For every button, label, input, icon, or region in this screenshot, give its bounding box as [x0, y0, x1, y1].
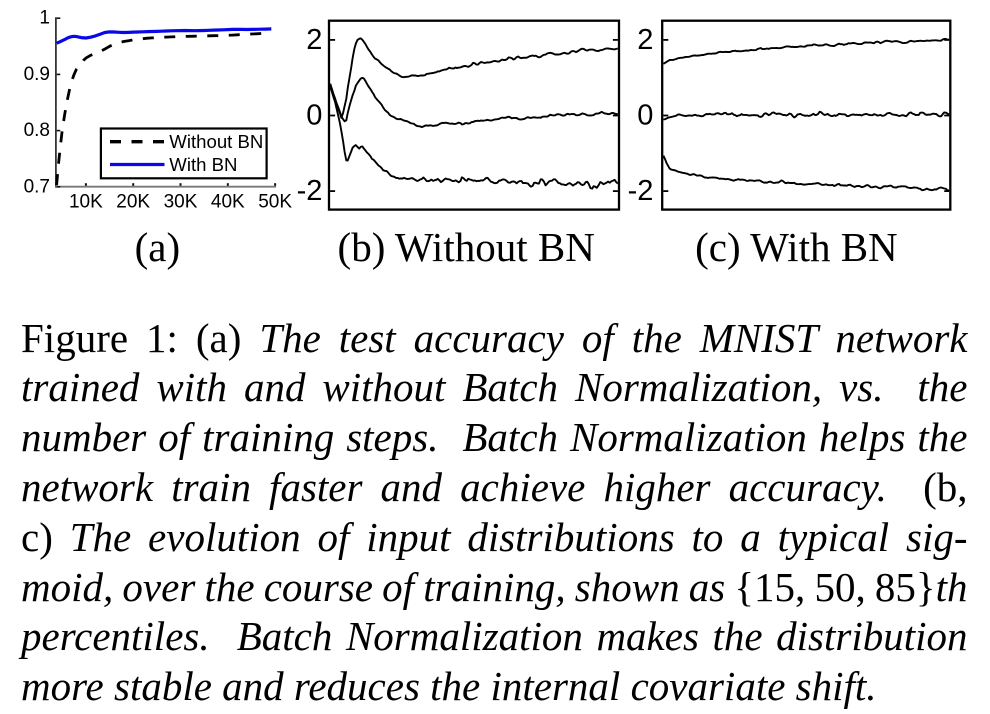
plot-box	[661, 19, 952, 211]
caption-segment-italic: network train faster and achieve higher …	[21, 464, 887, 511]
caption-segment-roman: {15, 50, 85}	[734, 563, 936, 610]
caption-segment-italic: The evolution of input distributions to …	[69, 513, 968, 560]
caption-segment-italic: trained with and without Batch Normaliza…	[21, 364, 968, 411]
caption-line-7: percentiles. Batch Normalization makes t…	[21, 612, 968, 662]
x-tick-label: 20K	[116, 191, 150, 212]
caption-line-1: Figure 1: (a) The test accuracy of the M…	[21, 314, 968, 364]
y-tick-label: 0.8	[24, 120, 50, 141]
x-tick-label: 50K	[258, 191, 292, 212]
legend-box	[99, 127, 268, 180]
y-tick-label: 1	[39, 8, 50, 29]
caption-line-4: network train faster and achieve higher …	[21, 463, 968, 513]
caption-line-6: moid, over the course of training, shown…	[21, 563, 968, 613]
caption-segment-roman: Figure 1: (a)	[21, 314, 260, 361]
legend-label: Without BN	[169, 131, 263, 152]
curve-50th-percentile	[329, 76, 618, 129]
caption-line-8: more stable and reduces the internal cov…	[21, 662, 968, 712]
y-tick-label: 0.9	[24, 64, 50, 85]
caption-segment-roman: (b,	[886, 464, 968, 511]
caption-line-2: trained with and without Batch Normaliza…	[21, 363, 968, 413]
y-tick-label: 0.7	[24, 176, 50, 197]
y-tick-label: -2	[628, 175, 654, 207]
y-tick-label: 2	[306, 24, 322, 56]
curve-85th-percentile	[329, 37, 618, 119]
curve-15th-percentile	[329, 86, 619, 190]
legend-label: With BN	[169, 154, 237, 175]
caption-segment-italic: The test accuracy of the MNIST network	[259, 314, 968, 361]
x-tick-label: 30K	[164, 191, 198, 212]
subcaption-b: (b) Without BN	[337, 224, 595, 270]
plot-box	[327, 19, 621, 211]
y-tick-label: 0	[637, 100, 653, 132]
curve-85th-percentile	[662, 38, 950, 65]
caption-segment-italic: percentiles. Batch Normalization makes t…	[21, 613, 968, 660]
series-with-bn	[55, 27, 272, 45]
caption-segment-italic: number of training steps. Batch Normaliz…	[21, 414, 968, 461]
caption-segment-roman: c)	[21, 513, 70, 560]
caption-segment-italic: th	[935, 563, 968, 610]
subcaption-c: (c) With BN	[695, 224, 898, 270]
caption-segment-italic: moid, over the course of training, shown…	[21, 563, 735, 610]
y-tick-label: -2	[297, 175, 323, 207]
subcaption-a: (a)	[134, 224, 181, 270]
series-without-bn	[55, 31, 272, 186]
figure-caption: Figure 1: (a) The test accuracy of the M…	[21, 314, 968, 712]
caption-segment-italic: more stable and reduces the internal cov…	[21, 663, 877, 710]
x-tick-label: 10K	[69, 191, 103, 212]
caption-line-5: c) The evolution of input distributions …	[21, 513, 968, 563]
x-tick-label: 40K	[211, 191, 245, 212]
y-tick-label: 0	[306, 100, 322, 132]
curve-15th-percentile	[662, 155, 950, 192]
y-tick-label: 2	[637, 24, 653, 56]
caption-line-3: number of training steps. Batch Normaliz…	[21, 413, 968, 463]
curve-50th-percentile	[663, 110, 950, 121]
